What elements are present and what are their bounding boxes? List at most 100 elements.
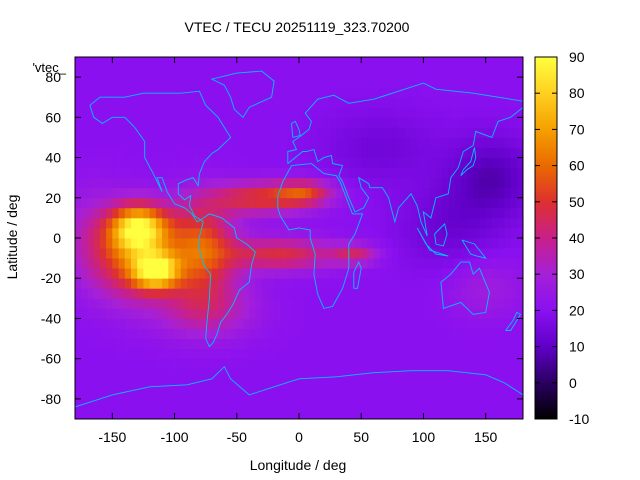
vtec-cell: [448, 328, 455, 339]
vtec-cell: [230, 318, 238, 329]
vtec-cell: [149, 238, 157, 249]
vtec-cell: [379, 207, 387, 219]
vtec-cell: [398, 238, 406, 249]
vtec-cell: [168, 248, 175, 259]
vtec-cell: [442, 298, 449, 309]
vtec-cell: [348, 328, 356, 339]
vtec-cell: [99, 107, 107, 118]
vtec-cell: [230, 67, 238, 78]
vtec-cell: [106, 278, 113, 289]
vtec-cell: [180, 368, 188, 380]
vtec-cell: [286, 278, 294, 289]
vtec-cell: [218, 248, 225, 259]
vtec-cell: [460, 408, 468, 420]
vtec-cell: [149, 358, 157, 370]
vtec-cell: [243, 77, 250, 88]
vtec-cell: [218, 157, 225, 169]
vtec-cell: [404, 67, 412, 78]
vtec-cell: [286, 378, 294, 390]
vtec-cell: [448, 308, 455, 319]
vtec-cell: [367, 388, 375, 400]
vtec-cell: [386, 348, 393, 360]
vtec-cell: [230, 107, 238, 118]
vtec-cell: [211, 308, 219, 319]
vtec-cell: [87, 147, 95, 158]
vtec-cell: [429, 248, 437, 259]
vtec-cell: [491, 207, 499, 219]
vtec-cell: [292, 258, 300, 269]
vtec-cell: [168, 388, 175, 400]
vtec-cell: [143, 77, 151, 88]
vtec-cell: [255, 248, 263, 259]
vtec-cell: [243, 97, 250, 108]
vtec-cell: [243, 117, 250, 128]
vtec-cell: [93, 227, 101, 239]
vtec-cell: [510, 258, 518, 269]
vtec-cell: [93, 378, 101, 390]
vtec-cell: [261, 328, 269, 339]
vtec-cell: [205, 338, 213, 350]
vtec-cell: [442, 167, 449, 179]
vtec-cell: [404, 288, 412, 299]
vtec-cell: [367, 288, 375, 299]
vtec-cell: [243, 358, 250, 370]
vtec-cell: [448, 368, 455, 380]
vtec-cell: [504, 57, 511, 68]
vtec-cell: [454, 57, 462, 68]
vtec-cell: [498, 207, 505, 219]
eurasia-coastline: [287, 82, 524, 237]
vtec-cell: [180, 238, 188, 249]
vtec-cell: [274, 97, 281, 108]
vtec-cell: [373, 157, 381, 169]
vtec-cell: [398, 207, 406, 219]
vtec-cell: [224, 97, 231, 108]
vtec-cell: [162, 227, 169, 239]
vtec-cell: [267, 207, 275, 219]
vtec-cell: [348, 167, 356, 179]
vtec-cell: [143, 127, 151, 138]
vtec-cell: [473, 207, 480, 219]
vtec-cell: [485, 197, 493, 209]
vtec-cell: [355, 207, 362, 219]
vtec-cell: [286, 137, 294, 148]
vtec-cell: [404, 57, 412, 68]
vtec-cell: [491, 338, 499, 350]
vtec-cell: [236, 408, 244, 420]
vtec-cell: [280, 368, 287, 380]
vtec-cell: [106, 187, 113, 199]
vtec-cell: [404, 147, 412, 158]
vtec-cell: [379, 408, 387, 420]
vtec-cell: [473, 217, 480, 229]
vtec-cell: [211, 167, 219, 179]
vtec-cell: [473, 67, 480, 78]
vtec-cell: [317, 278, 325, 289]
vtec-cell: [193, 378, 200, 390]
vtec-cell: [211, 398, 219, 410]
vtec-cell: [373, 268, 381, 279]
vtec-cell: [355, 378, 362, 390]
vtec-cell: [280, 288, 287, 299]
vtec-cell: [491, 137, 499, 148]
vtec-cell: [423, 197, 431, 209]
vtec-cell: [143, 167, 151, 179]
vtec-cell: [330, 358, 337, 370]
vtec-cell: [460, 318, 468, 329]
vtec-cell: [224, 207, 231, 219]
vtec-cell: [75, 278, 82, 289]
vtec-cell: [180, 298, 188, 309]
vtec-cell: [162, 368, 169, 380]
vtec-cell: [143, 298, 151, 309]
vtec-cell: [510, 398, 518, 410]
vtec-cell: [504, 217, 511, 229]
vtec-cell: [87, 127, 95, 138]
vtec-cell: [81, 298, 88, 309]
vtec-cell: [510, 358, 518, 370]
vtec-cell: [504, 308, 511, 319]
vtec-cell: [479, 67, 487, 78]
vtec-cell: [124, 97, 132, 108]
vtec-cell: [460, 258, 468, 269]
vtec-cell: [454, 217, 462, 229]
vtec-cell: [236, 318, 244, 329]
vtec-cell: [355, 147, 362, 158]
vtec-cell: [211, 408, 219, 420]
